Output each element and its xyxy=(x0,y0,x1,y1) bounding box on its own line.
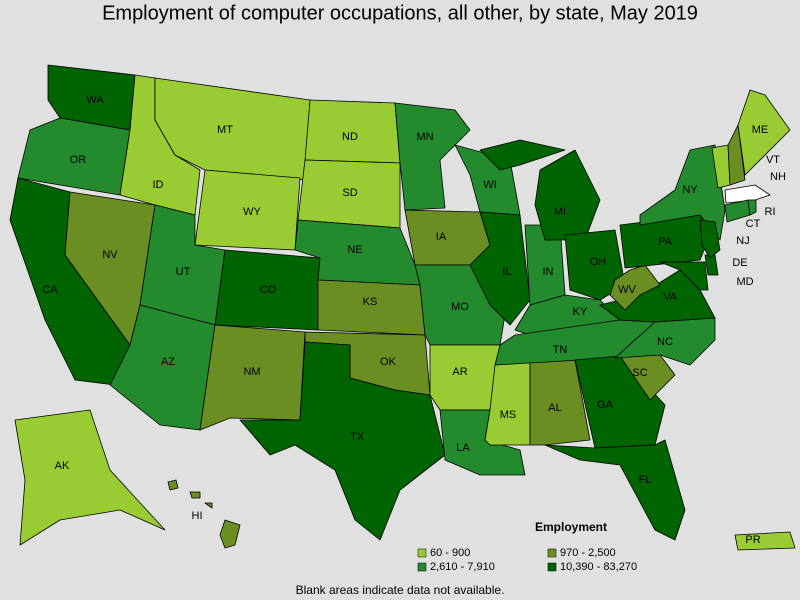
state-label: NH xyxy=(770,171,786,183)
state-label: VA xyxy=(663,291,678,303)
state-label: NC xyxy=(657,336,673,348)
state xyxy=(199,324,306,431)
legend-swatch xyxy=(547,548,557,558)
state xyxy=(479,139,566,171)
state-label: TN xyxy=(553,344,568,356)
state-label: MI xyxy=(554,206,566,218)
state xyxy=(219,519,241,549)
state xyxy=(609,264,661,311)
state-label: HI xyxy=(192,510,203,522)
state-label: WV xyxy=(618,284,636,296)
state-label: LA xyxy=(456,442,470,454)
state-label: WI xyxy=(483,179,496,191)
state xyxy=(167,479,179,491)
state-label: OR xyxy=(70,154,87,166)
state-label: FL xyxy=(639,474,652,486)
state-label: AK xyxy=(55,460,70,472)
state-label: KS xyxy=(363,296,378,308)
state-label: DE xyxy=(732,257,747,269)
state-label: GA xyxy=(597,399,614,411)
state xyxy=(659,261,709,291)
state-label: PR xyxy=(745,534,760,546)
state-label: NJ xyxy=(736,235,749,247)
state-label: VT xyxy=(766,154,780,166)
state-label: SC xyxy=(632,367,647,379)
state-label: AR xyxy=(452,366,467,378)
state-label: MD xyxy=(736,276,753,288)
legend-label: 60 - 900 xyxy=(430,547,470,559)
state-label: AL xyxy=(548,402,561,414)
state xyxy=(734,531,796,551)
state-label: RI xyxy=(765,206,776,218)
map-title: Employment of computer occupations, all … xyxy=(102,2,698,24)
state-label: WY xyxy=(243,206,261,218)
state-label: MS xyxy=(500,409,517,421)
state-label: WA xyxy=(86,94,104,106)
state xyxy=(404,209,491,266)
footnote: Blank areas indicate data not available. xyxy=(296,583,505,597)
state xyxy=(574,355,666,449)
legend-swatch xyxy=(417,562,427,572)
state xyxy=(189,491,201,499)
legend-label: 10,390 - 83,270 xyxy=(560,561,637,573)
state xyxy=(544,439,686,541)
state-label: TX xyxy=(350,431,365,443)
state-label: NY xyxy=(682,184,698,196)
state-label: IA xyxy=(436,231,447,243)
state xyxy=(699,219,721,259)
legend-label: 970 - 2,500 xyxy=(560,547,616,559)
legend-title: Employment xyxy=(535,520,607,534)
state-label: CA xyxy=(42,284,58,296)
state-label: ID xyxy=(153,179,164,191)
state xyxy=(727,124,746,186)
state-label: CO xyxy=(260,284,277,296)
legend-swatch xyxy=(417,548,427,558)
state-label: IL xyxy=(502,266,511,278)
state-label: KY xyxy=(573,306,588,318)
state-label: NE xyxy=(347,244,362,256)
state xyxy=(394,102,471,211)
state xyxy=(747,199,757,216)
state-label: OH xyxy=(590,256,607,268)
state xyxy=(737,89,791,176)
state-label: ME xyxy=(752,124,769,136)
state-label: NM xyxy=(243,366,260,378)
state xyxy=(17,117,131,196)
state-no-data xyxy=(724,184,771,204)
state-label: OK xyxy=(380,356,397,368)
state-label: NV xyxy=(102,249,118,261)
state xyxy=(639,144,726,241)
state xyxy=(469,211,531,326)
state-label: UT xyxy=(176,266,191,278)
state-label: MN xyxy=(416,131,433,143)
state xyxy=(239,341,446,541)
legend-label: 2,610 - 7,910 xyxy=(430,561,495,573)
state-label: MT xyxy=(217,124,233,136)
state-label: AZ xyxy=(161,356,175,368)
state xyxy=(14,409,166,546)
state-label: SD xyxy=(342,187,357,199)
state-label: PA xyxy=(658,236,673,248)
state xyxy=(204,502,213,509)
legend-swatch xyxy=(547,562,557,572)
state-label: IN xyxy=(543,266,554,278)
state-label: MO xyxy=(451,301,469,313)
state-label: ND xyxy=(342,131,358,143)
state-label: CT xyxy=(746,218,761,230)
